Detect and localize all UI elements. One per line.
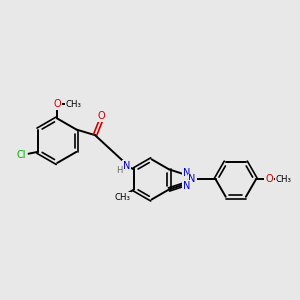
Text: CH₃: CH₃ — [114, 193, 130, 202]
Text: CH₃: CH₃ — [276, 175, 292, 184]
Text: N: N — [183, 181, 190, 191]
Text: H: H — [116, 166, 123, 175]
Text: N: N — [183, 168, 190, 178]
Text: O: O — [53, 100, 61, 110]
Text: CH₃: CH₃ — [65, 100, 81, 109]
Text: O: O — [98, 111, 106, 121]
Text: N: N — [188, 174, 196, 184]
Text: Cl: Cl — [16, 150, 26, 160]
Text: O: O — [265, 174, 273, 184]
Text: N: N — [123, 161, 130, 171]
